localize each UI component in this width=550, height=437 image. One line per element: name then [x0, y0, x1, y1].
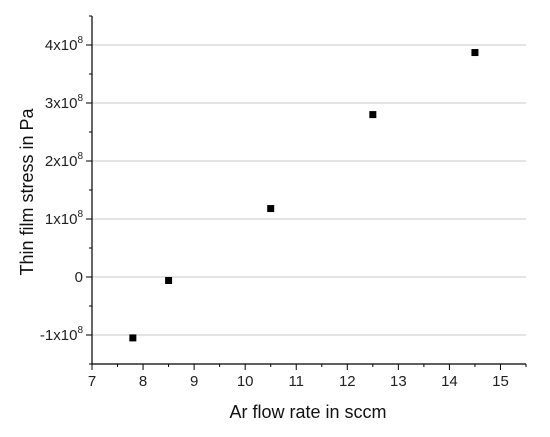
y-tick-exponent: 8: [77, 325, 83, 336]
data-point: [471, 49, 479, 57]
y-tick-exponent: 8: [77, 209, 83, 220]
x-tick-label: 10: [237, 373, 254, 390]
y-tick-label: 2x108: [45, 151, 84, 170]
data-point: [129, 334, 137, 342]
y-tick-exponent: 8: [77, 35, 83, 46]
y-tick-label: 0: [75, 269, 83, 286]
y-tick-label: -1x108: [40, 325, 84, 344]
x-axis-title: Ar flow rate in sccm: [229, 402, 386, 422]
x-tick-label: 9: [190, 373, 198, 390]
y-tick-exponent: 8: [77, 93, 83, 104]
y-tick-exponent: 8: [77, 151, 83, 162]
data-point: [369, 111, 377, 119]
y-tick-label: 3x108: [45, 93, 84, 112]
data-point: [165, 276, 173, 284]
x-tick-label: 12: [339, 373, 356, 390]
axes: [86, 15, 527, 370]
x-tick-label: 14: [441, 373, 458, 390]
gridlines: [92, 44, 526, 336]
x-tick-label: 11: [288, 373, 304, 390]
tick-labels: -1x108 0 1x108 2x108 3x108 4x108 7 8 9 10 11 12 13 14…: [40, 35, 509, 390]
x-tick-label: 13: [390, 373, 407, 390]
data-points: [129, 49, 479, 342]
x-tick-label: 8: [139, 373, 147, 390]
y-tick-label: 4x108: [45, 35, 84, 54]
x-tick-label: 15: [492, 373, 509, 390]
data-point: [267, 205, 275, 213]
y-axis-title: Thin film stress in Pa: [17, 107, 37, 275]
y-tick-label: 1x108: [45, 209, 84, 228]
x-tick-label: 7: [88, 373, 96, 390]
